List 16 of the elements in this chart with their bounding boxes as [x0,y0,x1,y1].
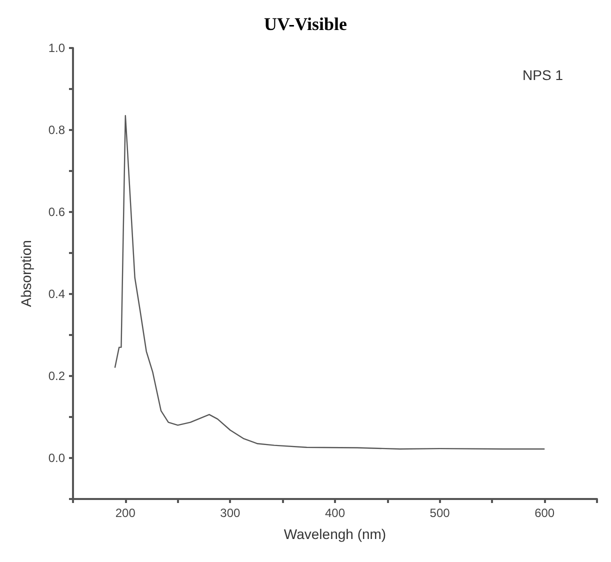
text: 0.0 [48,451,65,465]
x-tick-label: 600 [534,506,555,520]
chart-title: UV-Visible [264,14,348,34]
x-tick-label: 300 [220,506,241,520]
x-tick-label: 500 [430,506,450,520]
y-tick-label: 0.4 [48,287,66,301]
y-axis-title: Absorption [18,240,34,307]
annotation: NPS 1 [522,67,564,83]
line-series [114,115,546,450]
x-tick-label: 400 [324,506,346,520]
x-tick-label: 200 [115,506,136,520]
text: 1.0 [48,41,65,55]
x-axis-title: Wavelengh (nm) [284,526,386,542]
y-tick-label: 0.8 [48,123,66,137]
y-tick-label: 0.6 [48,205,66,219]
y-tick-label: 0.2 [48,369,66,383]
